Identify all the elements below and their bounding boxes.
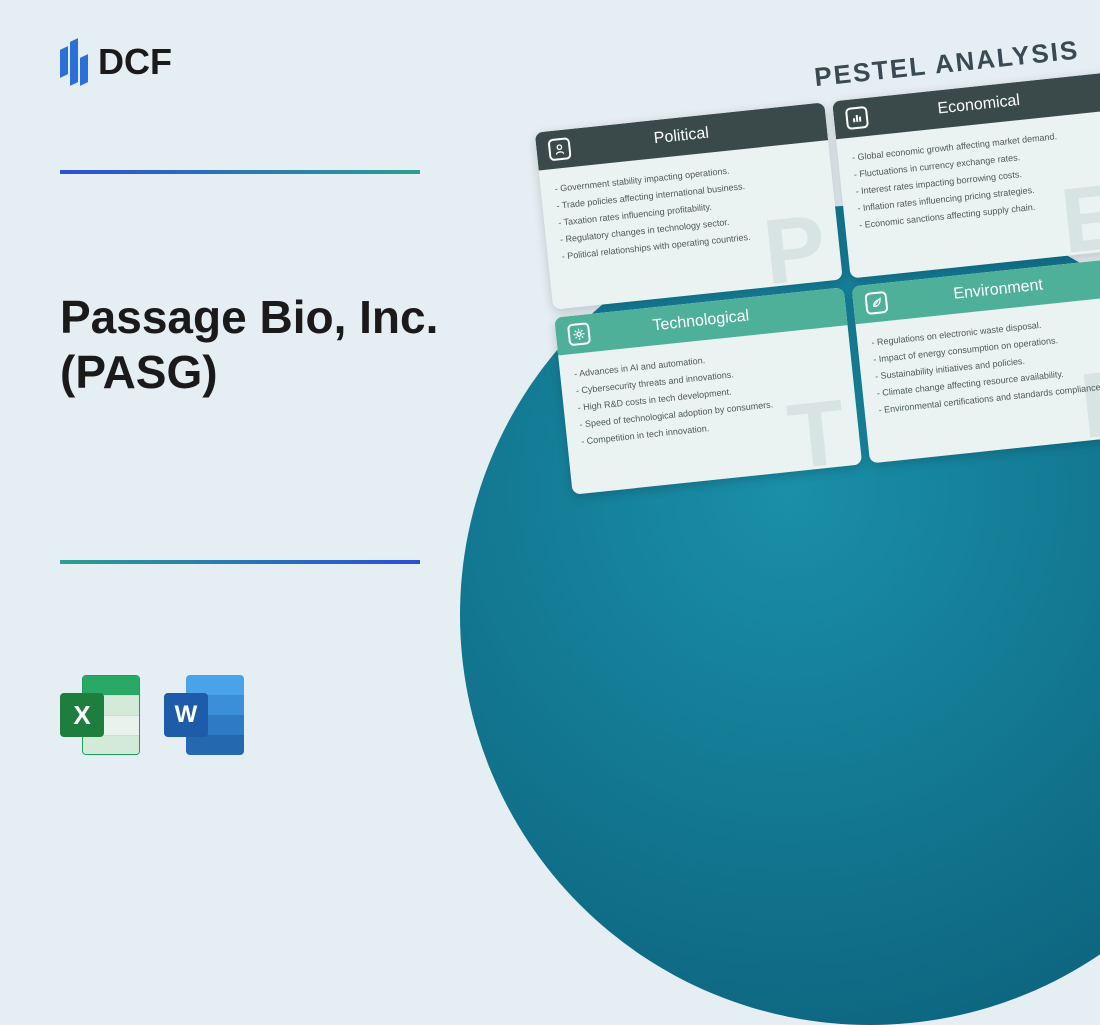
card-items: Government stability impacting operation… [554,153,824,265]
excel-icon[interactable]: X [60,675,140,755]
logo-text: DCF [98,41,172,83]
chart-icon [845,106,869,130]
pestel-card-environment: Environment E Regulations on electronic … [852,256,1100,463]
word-badge: W [164,693,208,737]
leaf-icon [864,291,888,315]
excel-badge: X [60,693,104,737]
card-title: Political [653,125,710,149]
page-title: Passage Bio, Inc. (PASG) [60,290,438,400]
card-items: Regulations on electronic waste disposal… [871,307,1100,419]
logo-bars-icon [60,40,88,84]
title-line-2: (PASG) [60,345,438,400]
card-items: Advances in AI and automation. Cybersecu… [573,338,843,450]
word-icon[interactable]: W [164,675,244,755]
pestel-card-technological: Technological T Advances in AI and autom… [554,287,862,494]
card-title: Economical [937,92,1021,119]
gear-icon [567,322,591,346]
divider-bottom [60,560,420,564]
pestel-analysis: PESTEL ANALYSIS Political P Government s… [530,30,1100,494]
pestel-grid: Political P Government stability impacti… [535,71,1100,495]
card-title: Environment [953,276,1044,303]
logo: DCF [60,40,172,84]
pestel-card-economical: Economical E Global economic growth affe… [832,71,1100,278]
divider-top [60,170,420,174]
title-line-1: Passage Bio, Inc. [60,290,438,345]
person-icon [548,137,572,161]
pestel-card-political: Political P Government stability impacti… [535,102,843,309]
file-icons: X W [60,675,244,755]
card-title: Technological [652,307,750,335]
card-items: Global economic growth affecting market … [851,122,1100,234]
